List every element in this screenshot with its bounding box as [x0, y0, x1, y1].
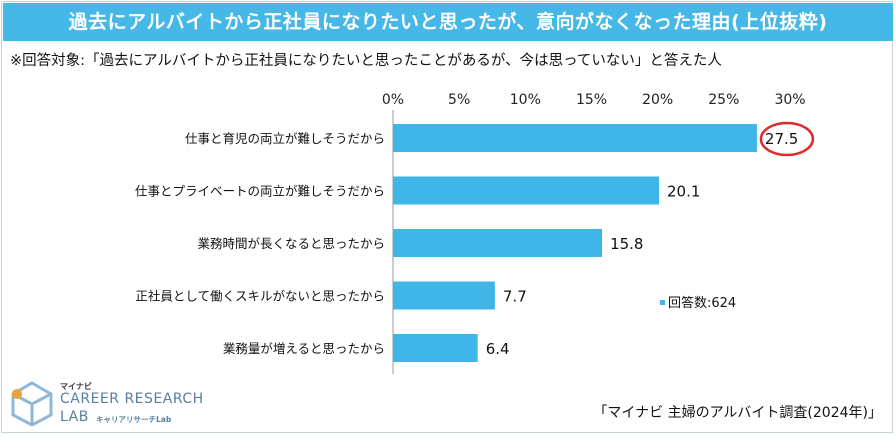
- category-label: 仕事と育児の両立が難しそうだから: [185, 131, 385, 146]
- x-tick-label: 25%: [708, 92, 739, 108]
- x-tick-label: 10%: [510, 92, 541, 108]
- category-label: 業務時間が長くなると思ったから: [197, 236, 385, 251]
- bar: [393, 176, 659, 205]
- x-tick-label: 20%: [642, 92, 673, 108]
- bar: [393, 281, 495, 310]
- logo-brand-small: マイナビ: [60, 382, 92, 391]
- x-tick-label: 0%: [382, 92, 404, 108]
- logo-kana: キャリアリサーチLab: [96, 415, 172, 424]
- value-label: 27.5: [765, 130, 798, 148]
- career-research-lab-logo-icon: [11, 381, 53, 426]
- bar: [393, 334, 478, 362]
- category-label: 仕事とプライベートの両立が難しそうだから: [135, 184, 385, 199]
- highlight-circle: [759, 121, 815, 157]
- source-note: 「マイナビ 主婦のアルバイト調査(2024年)」: [593, 405, 882, 421]
- chart-subtitle: ※回答対象:「過去にアルバイトから正社員になりたいと思ったことがあるが、今は思っ…: [10, 53, 722, 69]
- chart-title: 過去にアルバイトから正社員になりたいと思ったが、意向がなくなった理由(上位抜粋): [68, 11, 828, 33]
- title-bar: 過去にアルバイトから正社員になりたいと思ったが、意向がなくなった理由(上位抜粋): [3, 3, 893, 41]
- value-label: 6.4: [486, 340, 510, 358]
- value-label: 20.1: [667, 183, 700, 201]
- legend-swatch: [660, 300, 665, 305]
- bar: [393, 229, 603, 257]
- logo-line-1: CAREER RESEARCH: [60, 391, 204, 407]
- legend-label: 回答数:624: [668, 295, 736, 311]
- category-label: 業務量が増えると思ったから: [223, 341, 385, 356]
- category-label: 正社員として働くスキルがないと思ったから: [135, 289, 385, 304]
- logo-line-2: LAB: [60, 409, 89, 425]
- x-tick-label: 15%: [576, 92, 607, 108]
- x-tick-label: 5%: [448, 92, 470, 108]
- x-tick-label: 30%: [774, 92, 805, 108]
- value-label: 15.8: [610, 235, 643, 253]
- bar: [393, 124, 757, 152]
- value-label: 7.7: [503, 288, 527, 306]
